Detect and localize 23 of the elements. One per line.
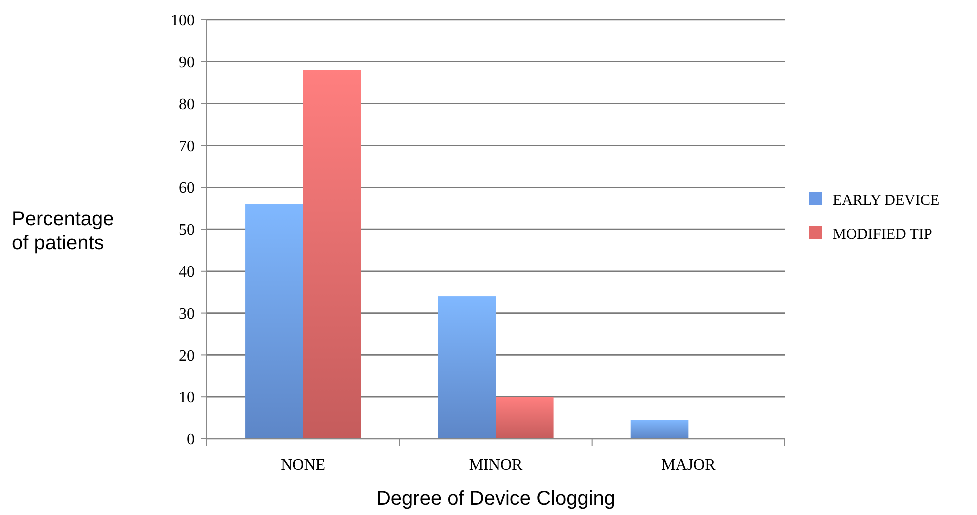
y-tick-label: 50 (179, 222, 195, 240)
y-tick-label: 20 (179, 348, 195, 365)
x-tick-label: MAJOR (662, 457, 716, 474)
y-axis-title: Percentage of patients (12, 208, 114, 254)
bar (303, 70, 362, 439)
x-tick-label: NONE (281, 457, 326, 474)
bar (438, 296, 496, 439)
x-tick-label: MINOR (469, 457, 523, 474)
y-tick-label: 30 (179, 306, 195, 323)
legend-label: MODIFIED TIP (833, 226, 932, 243)
bar (496, 397, 554, 439)
y-tick-label: 40 (179, 264, 195, 281)
bar (630, 420, 689, 439)
y-tick-label: 60 (179, 180, 195, 198)
y-tick-label: 0 (187, 432, 195, 449)
legend-label: EARLY DEVICE (833, 192, 940, 209)
y-tick-label: 100 (171, 12, 195, 30)
y-tick-label: 70 (179, 138, 195, 156)
y-tick-label: 80 (179, 96, 195, 114)
bar (246, 204, 304, 439)
y-tick-label: 10 (179, 390, 195, 407)
x-axis-title: Degree of Device Clogging (376, 488, 616, 510)
y-tick-label: 90 (179, 54, 195, 72)
